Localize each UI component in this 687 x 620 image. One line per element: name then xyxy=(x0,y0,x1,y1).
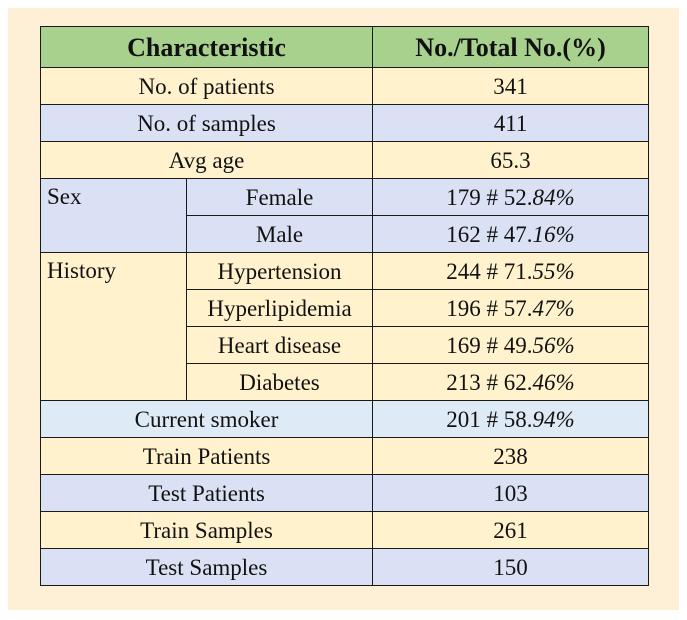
header-characteristic: Characteristic xyxy=(39,26,374,68)
count-text: 162 # 47. xyxy=(446,221,533,247)
percent-text: 94% xyxy=(532,406,575,432)
row-label-heart-disease: Heart disease xyxy=(185,326,374,364)
percent-text: 84% xyxy=(532,184,575,210)
table-row: Sex Female 179 # 52.84% xyxy=(40,178,650,253)
row-label-male: Male xyxy=(185,215,374,253)
row-value-heart-disease: 169 # 49.56% xyxy=(372,326,650,364)
characteristics-table: Characteristic No./Total No.(%) No. of p… xyxy=(39,26,650,586)
percent-text: 46% xyxy=(532,369,575,395)
row-label-test-samples: Test Samples xyxy=(39,548,374,586)
row-group-sex: Sex xyxy=(40,178,187,253)
count-text: 196 # 57. xyxy=(446,295,533,321)
percent-text: 56% xyxy=(532,332,575,358)
row-value-diabetes: 213 # 62.46% xyxy=(372,363,650,401)
row-label-age: Avg age xyxy=(39,141,374,179)
row-value-test-samples: 150 xyxy=(372,548,650,586)
row-value-train-samples: 261 xyxy=(372,511,650,549)
count-text: 169 # 49. xyxy=(446,332,533,358)
row-value-male: 162 # 47.16% xyxy=(372,215,650,253)
row-value-patients: 341 xyxy=(372,67,650,105)
row-group-history: History xyxy=(40,252,187,401)
row-label-female: Female xyxy=(185,178,374,216)
row-label-train-patients: Train Patients xyxy=(39,437,374,475)
row-value-train-patients: 238 xyxy=(372,437,650,475)
table-row: History Hypertension 244 # 71.55% xyxy=(40,252,650,401)
table-row: Current smoker 201 # 58.94% xyxy=(39,400,650,438)
table-row: Test Samples 150 xyxy=(39,548,650,586)
table-row: Test Patients 103 xyxy=(39,474,650,512)
row-label-diabetes: Diabetes xyxy=(185,363,374,401)
percent-text: 47% xyxy=(532,295,575,321)
row-label-samples: No. of samples xyxy=(39,104,374,142)
count-text: 179 # 52. xyxy=(446,184,533,210)
table-row: Avg age 65.3 xyxy=(39,141,650,179)
row-label-hyperlipidemia: Hyperlipidemia xyxy=(185,289,374,327)
table-row: Male 162 # 47.16% xyxy=(40,215,650,253)
row-value-smoker: 201 # 58.94% xyxy=(372,400,650,438)
count-text: 244 # 71. xyxy=(446,258,533,284)
row-value-hyperlipidemia: 196 # 57.47% xyxy=(372,289,650,327)
table-row: No. of patients 341 xyxy=(39,67,650,105)
header-total: No./Total No.(%) xyxy=(372,26,650,68)
table-row: Train Patients 238 xyxy=(39,437,650,475)
percent-text: 55% xyxy=(532,258,575,284)
percent-text: 16% xyxy=(532,221,575,247)
row-value-samples: 411 xyxy=(372,104,650,142)
row-label-patients: No. of patients xyxy=(39,67,374,105)
row-label-test-patients: Test Patients xyxy=(39,474,374,512)
row-label-smoker: Current smoker xyxy=(39,400,374,438)
header-row: Characteristic No./Total No.(%) xyxy=(39,26,650,68)
row-value-age: 65.3 xyxy=(372,141,650,179)
row-label-hypertension: Hypertension xyxy=(185,252,374,290)
table-row: Train Samples 261 xyxy=(39,511,650,549)
count-text: 213 # 62. xyxy=(446,369,533,395)
count-text: 201 # 58. xyxy=(446,406,533,432)
row-label-train-samples: Train Samples xyxy=(39,511,374,549)
row-value-test-patients: 103 xyxy=(372,474,650,512)
row-value-female: 179 # 52.84% xyxy=(372,178,650,216)
row-value-hypertension: 244 # 71.55% xyxy=(372,252,650,290)
table-row: No. of samples 411 xyxy=(39,104,650,142)
